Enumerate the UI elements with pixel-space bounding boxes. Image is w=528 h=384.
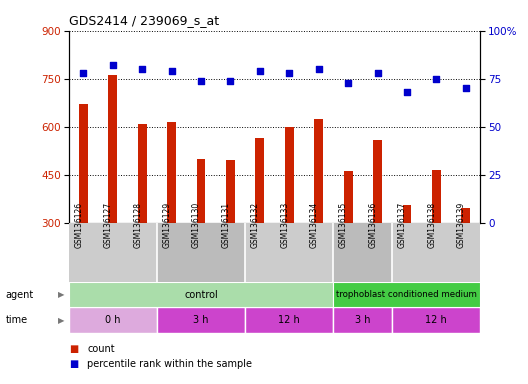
Text: GSM136133: GSM136133 — [280, 202, 289, 248]
Bar — [333, 307, 392, 333]
Bar — [314, 119, 323, 223]
Bar — [392, 223, 480, 282]
Point — [79, 70, 88, 76]
Point — [285, 70, 294, 76]
Text: ▶: ▶ — [58, 290, 64, 299]
Point — [315, 66, 323, 72]
Bar — [196, 159, 205, 223]
Text: 12 h: 12 h — [278, 315, 300, 325]
Point — [461, 85, 470, 91]
Bar — [157, 223, 245, 282]
Bar — [79, 104, 88, 223]
Text: GSM136129: GSM136129 — [163, 202, 172, 248]
Point — [226, 78, 234, 84]
Text: 3 h: 3 h — [193, 315, 209, 325]
Bar — [256, 138, 265, 223]
Text: GSM136134: GSM136134 — [310, 202, 319, 248]
Text: ■: ■ — [69, 344, 78, 354]
Text: time: time — [5, 315, 27, 325]
Text: control: control — [184, 290, 218, 300]
Point — [403, 89, 411, 95]
Text: GSM136138: GSM136138 — [427, 202, 436, 248]
Bar — [226, 160, 235, 223]
Bar — [108, 75, 117, 223]
Text: GSM136132: GSM136132 — [251, 202, 260, 248]
Bar — [333, 223, 392, 282]
Bar — [344, 171, 353, 223]
Bar — [157, 307, 245, 333]
Bar — [333, 282, 480, 307]
Text: GSM136136: GSM136136 — [369, 202, 378, 248]
Text: GSM136126: GSM136126 — [74, 202, 83, 248]
Text: percentile rank within the sample: percentile rank within the sample — [87, 359, 252, 369]
Text: 3 h: 3 h — [355, 315, 371, 325]
Text: ■: ■ — [69, 359, 78, 369]
Text: GSM136135: GSM136135 — [339, 202, 348, 248]
Text: 12 h: 12 h — [426, 315, 447, 325]
Text: count: count — [87, 344, 115, 354]
Bar — [245, 223, 333, 282]
Point — [373, 70, 382, 76]
Bar — [461, 208, 470, 223]
Bar — [245, 307, 333, 333]
Text: GSM136139: GSM136139 — [457, 202, 466, 248]
Point — [109, 62, 117, 68]
Point — [197, 78, 205, 84]
Bar — [373, 139, 382, 223]
Bar — [392, 307, 480, 333]
Text: GSM136130: GSM136130 — [192, 202, 201, 248]
Text: GSM136128: GSM136128 — [133, 202, 142, 248]
Point — [344, 79, 352, 86]
Bar — [69, 282, 333, 307]
Bar — [402, 205, 411, 223]
Point — [256, 68, 264, 74]
Bar — [432, 170, 441, 223]
Text: 0 h: 0 h — [105, 315, 120, 325]
Text: ▶: ▶ — [58, 316, 64, 325]
Bar — [138, 124, 147, 223]
Point — [167, 68, 176, 74]
Bar — [69, 307, 157, 333]
Text: GSM136131: GSM136131 — [221, 202, 230, 248]
Bar — [285, 127, 294, 223]
Text: agent: agent — [5, 290, 34, 300]
Bar — [69, 223, 157, 282]
Point — [138, 66, 146, 72]
Text: GDS2414 / 239069_s_at: GDS2414 / 239069_s_at — [69, 14, 219, 27]
Text: trophoblast conditioned medium: trophoblast conditioned medium — [336, 290, 477, 299]
Bar — [167, 122, 176, 223]
Point — [432, 76, 440, 82]
Text: GSM136127: GSM136127 — [104, 202, 113, 248]
Text: GSM136137: GSM136137 — [398, 202, 407, 248]
